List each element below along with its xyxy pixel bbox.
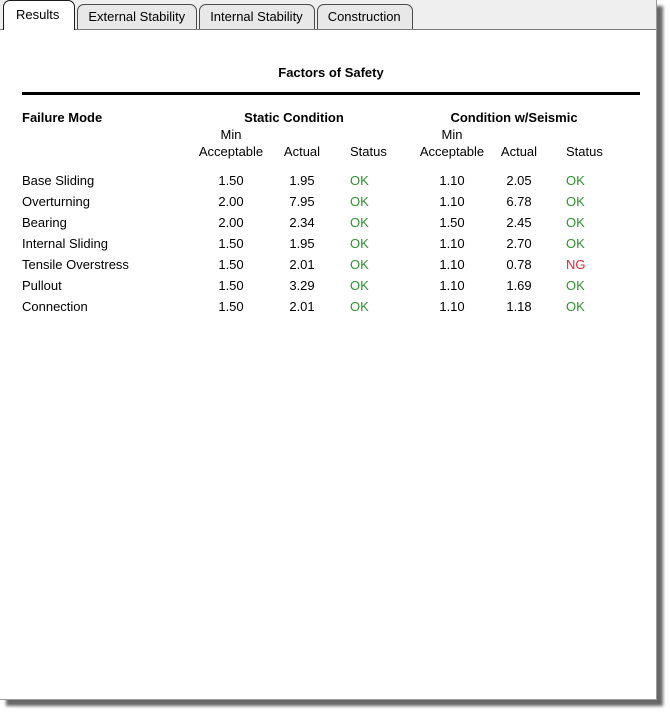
acceptable-header-seismic: Acceptable: [419, 144, 485, 159]
static-status-cell: OK: [350, 278, 369, 293]
min-label-row: Min Min: [22, 127, 640, 143]
static-min-cell: 1.50: [218, 299, 244, 314]
min-label-static: Min: [220, 127, 242, 142]
results-panel: Factors of Safety Failure Mode Static Co…: [0, 30, 656, 699]
seismic-min-cell: 1.10: [439, 257, 465, 272]
static-actual-cell: 7.95: [289, 194, 315, 209]
static-status-cell: OK: [350, 194, 369, 209]
seismic-status-cell: OK: [566, 173, 585, 188]
seismic-min-cell: 1.10: [439, 278, 465, 293]
seismic-actual-cell: 2.05: [506, 173, 532, 188]
static-status-cell: OK: [350, 215, 369, 230]
table-row: Connection 1.50 2.01 OK 1.10 1.18 OK: [22, 296, 640, 317]
min-label-seismic: Min: [441, 127, 463, 142]
failure-mode-cell: Internal Sliding: [22, 236, 108, 251]
table-row: Bearing 2.00 2.34 OK 1.50 2.45 OK: [22, 212, 640, 233]
seismic-actual-cell: 6.78: [506, 194, 532, 209]
static-status-cell: OK: [350, 236, 369, 251]
seismic-min-cell: 1.10: [439, 173, 465, 188]
table-row: Base Sliding 1.50 1.95 OK 1.10 2.05 OK: [22, 170, 640, 191]
seismic-condition-header: Condition w/Seismic: [450, 110, 578, 125]
tab-internal-stability[interactable]: Internal Stability: [199, 4, 315, 29]
table-row: Tensile Overstress 1.50 2.01 OK 1.10 0.7…: [22, 254, 640, 275]
failure-mode-cell: Tensile Overstress: [22, 257, 129, 272]
static-actual-cell: 1.95: [289, 236, 315, 251]
static-min-cell: 2.00: [218, 194, 244, 209]
seismic-status-cell: OK: [566, 236, 585, 251]
static-actual-cell: 2.34: [289, 215, 315, 230]
header-rule: [22, 92, 640, 95]
static-min-cell: 1.50: [218, 278, 244, 293]
sub-header-row: Acceptable Actual Status Acceptable Actu…: [22, 143, 640, 161]
seismic-status-cell: OK: [566, 278, 585, 293]
seismic-min-cell: 1.10: [439, 194, 465, 209]
seismic-min-cell: 1.10: [439, 299, 465, 314]
seismic-min-cell: 1.10: [439, 236, 465, 251]
seismic-actual-cell: 2.45: [506, 215, 532, 230]
seismic-status-cell: OK: [566, 194, 585, 209]
tab-dialog-window: Results External Stability Internal Stab…: [0, 0, 657, 700]
failure-mode-cell: Pullout: [22, 278, 62, 293]
factors-of-safety-report: Factors of Safety Failure Mode Static Co…: [22, 65, 640, 317]
failure-mode-cell: Overturning: [22, 194, 90, 209]
table-row: Internal Sliding 1.50 1.95 OK 1.10 2.70 …: [22, 233, 640, 254]
failure-mode-cell: Bearing: [22, 215, 67, 230]
static-actual-cell: 2.01: [289, 299, 315, 314]
static-actual-cell: 1.95: [289, 173, 315, 188]
group-header-row: Failure Mode Static Condition Condition …: [22, 109, 640, 127]
static-actual-cell: 2.01: [289, 257, 315, 272]
seismic-actual-cell: 1.69: [506, 278, 532, 293]
seismic-min-cell: 1.50: [439, 215, 465, 230]
acceptable-header-static: Acceptable: [198, 144, 264, 159]
tab-strip: Results External Stability Internal Stab…: [0, 0, 656, 30]
seismic-actual-cell: 1.18: [506, 299, 532, 314]
page-title: Factors of Safety: [278, 65, 384, 80]
static-min-cell: 1.50: [218, 257, 244, 272]
static-min-cell: 2.00: [218, 215, 244, 230]
static-actual-cell: 3.29: [289, 278, 315, 293]
failure-mode-cell: Connection: [22, 299, 88, 314]
seismic-actual-cell: 2.70: [506, 236, 532, 251]
seismic-status-cell: OK: [566, 215, 585, 230]
tab-external-stability[interactable]: External Stability: [77, 4, 198, 29]
actual-header-seismic: Actual: [500, 144, 538, 159]
seismic-status-cell: NG: [566, 257, 586, 272]
static-condition-header: Static Condition: [244, 110, 344, 125]
static-status-cell: OK: [350, 299, 369, 314]
seismic-status-cell: OK: [566, 299, 585, 314]
static-min-cell: 1.50: [218, 173, 244, 188]
results-table-body: Base Sliding 1.50 1.95 OK 1.10 2.05 OK O…: [22, 170, 640, 317]
status-header-static: Status: [350, 144, 387, 159]
table-row: Overturning 2.00 7.95 OK 1.10 6.78 OK: [22, 191, 640, 212]
actual-header-static: Actual: [283, 144, 321, 159]
table-row: Pullout 1.50 3.29 OK 1.10 1.69 OK: [22, 275, 640, 296]
static-status-cell: OK: [350, 257, 369, 272]
failure-mode-cell: Base Sliding: [22, 173, 95, 188]
seismic-actual-cell: 0.78: [506, 257, 532, 272]
tab-construction[interactable]: Construction: [316, 4, 413, 29]
static-min-cell: 1.50: [218, 236, 244, 251]
failure-mode-header: Failure Mode: [22, 110, 103, 125]
static-status-cell: OK: [350, 173, 369, 188]
status-header-seismic: Status: [566, 144, 603, 159]
tab-results[interactable]: Results: [3, 0, 76, 30]
